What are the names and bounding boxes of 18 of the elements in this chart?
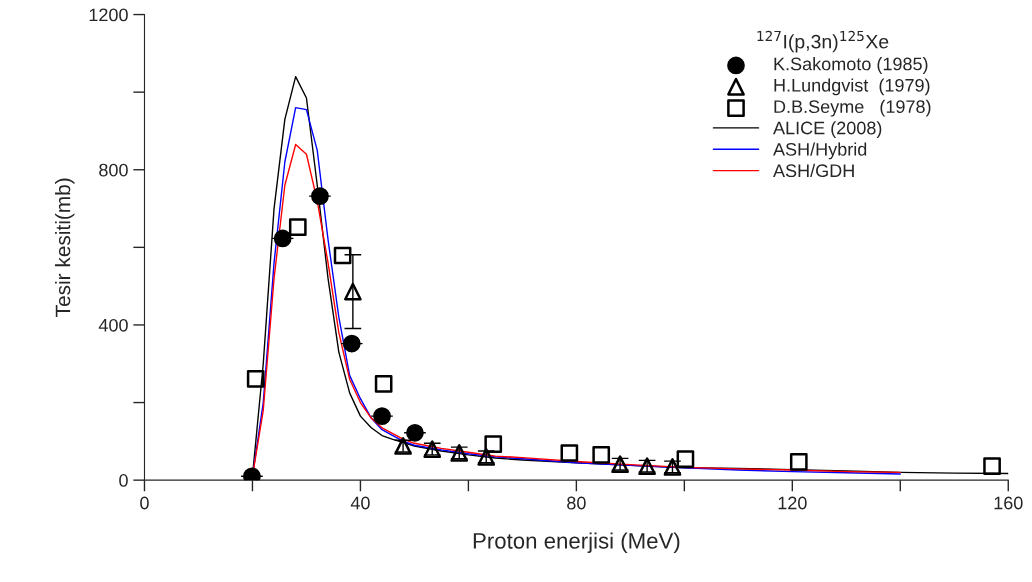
legend-label: D.B.Seyme (1978) <box>774 99 931 117</box>
y-tick-label: 800 <box>99 163 128 177</box>
y-axis-title: Tesir kesiti(mb) <box>55 178 75 317</box>
x-tick-label: 0 <box>140 496 149 510</box>
x-tick-label: 120 <box>778 496 807 510</box>
x-tick-label: 80 <box>567 496 586 510</box>
y-tick-label: 400 <box>98 318 128 332</box>
legend-label: ASH/GDH <box>773 163 854 178</box>
x-axis-title: Proton enerjisi (MeV) <box>473 532 680 554</box>
legend-label: ASH/Hybrid <box>773 142 867 160</box>
legend-label: ALICE (2008) <box>773 121 882 138</box>
legend-label: K.Sakomoto (1985) <box>774 57 928 74</box>
legend-label: H.Lundgvist (1979) <box>774 78 930 96</box>
legend-title: $^{127}$I(p,3n)$^{125}$Xe <box>757 30 889 53</box>
y-tick-label: 0 <box>119 474 128 487</box>
x-tick-label: 40 <box>350 496 370 510</box>
x-tick-label: 160 <box>994 496 1023 510</box>
y-tick-label: 1200 <box>89 8 128 22</box>
